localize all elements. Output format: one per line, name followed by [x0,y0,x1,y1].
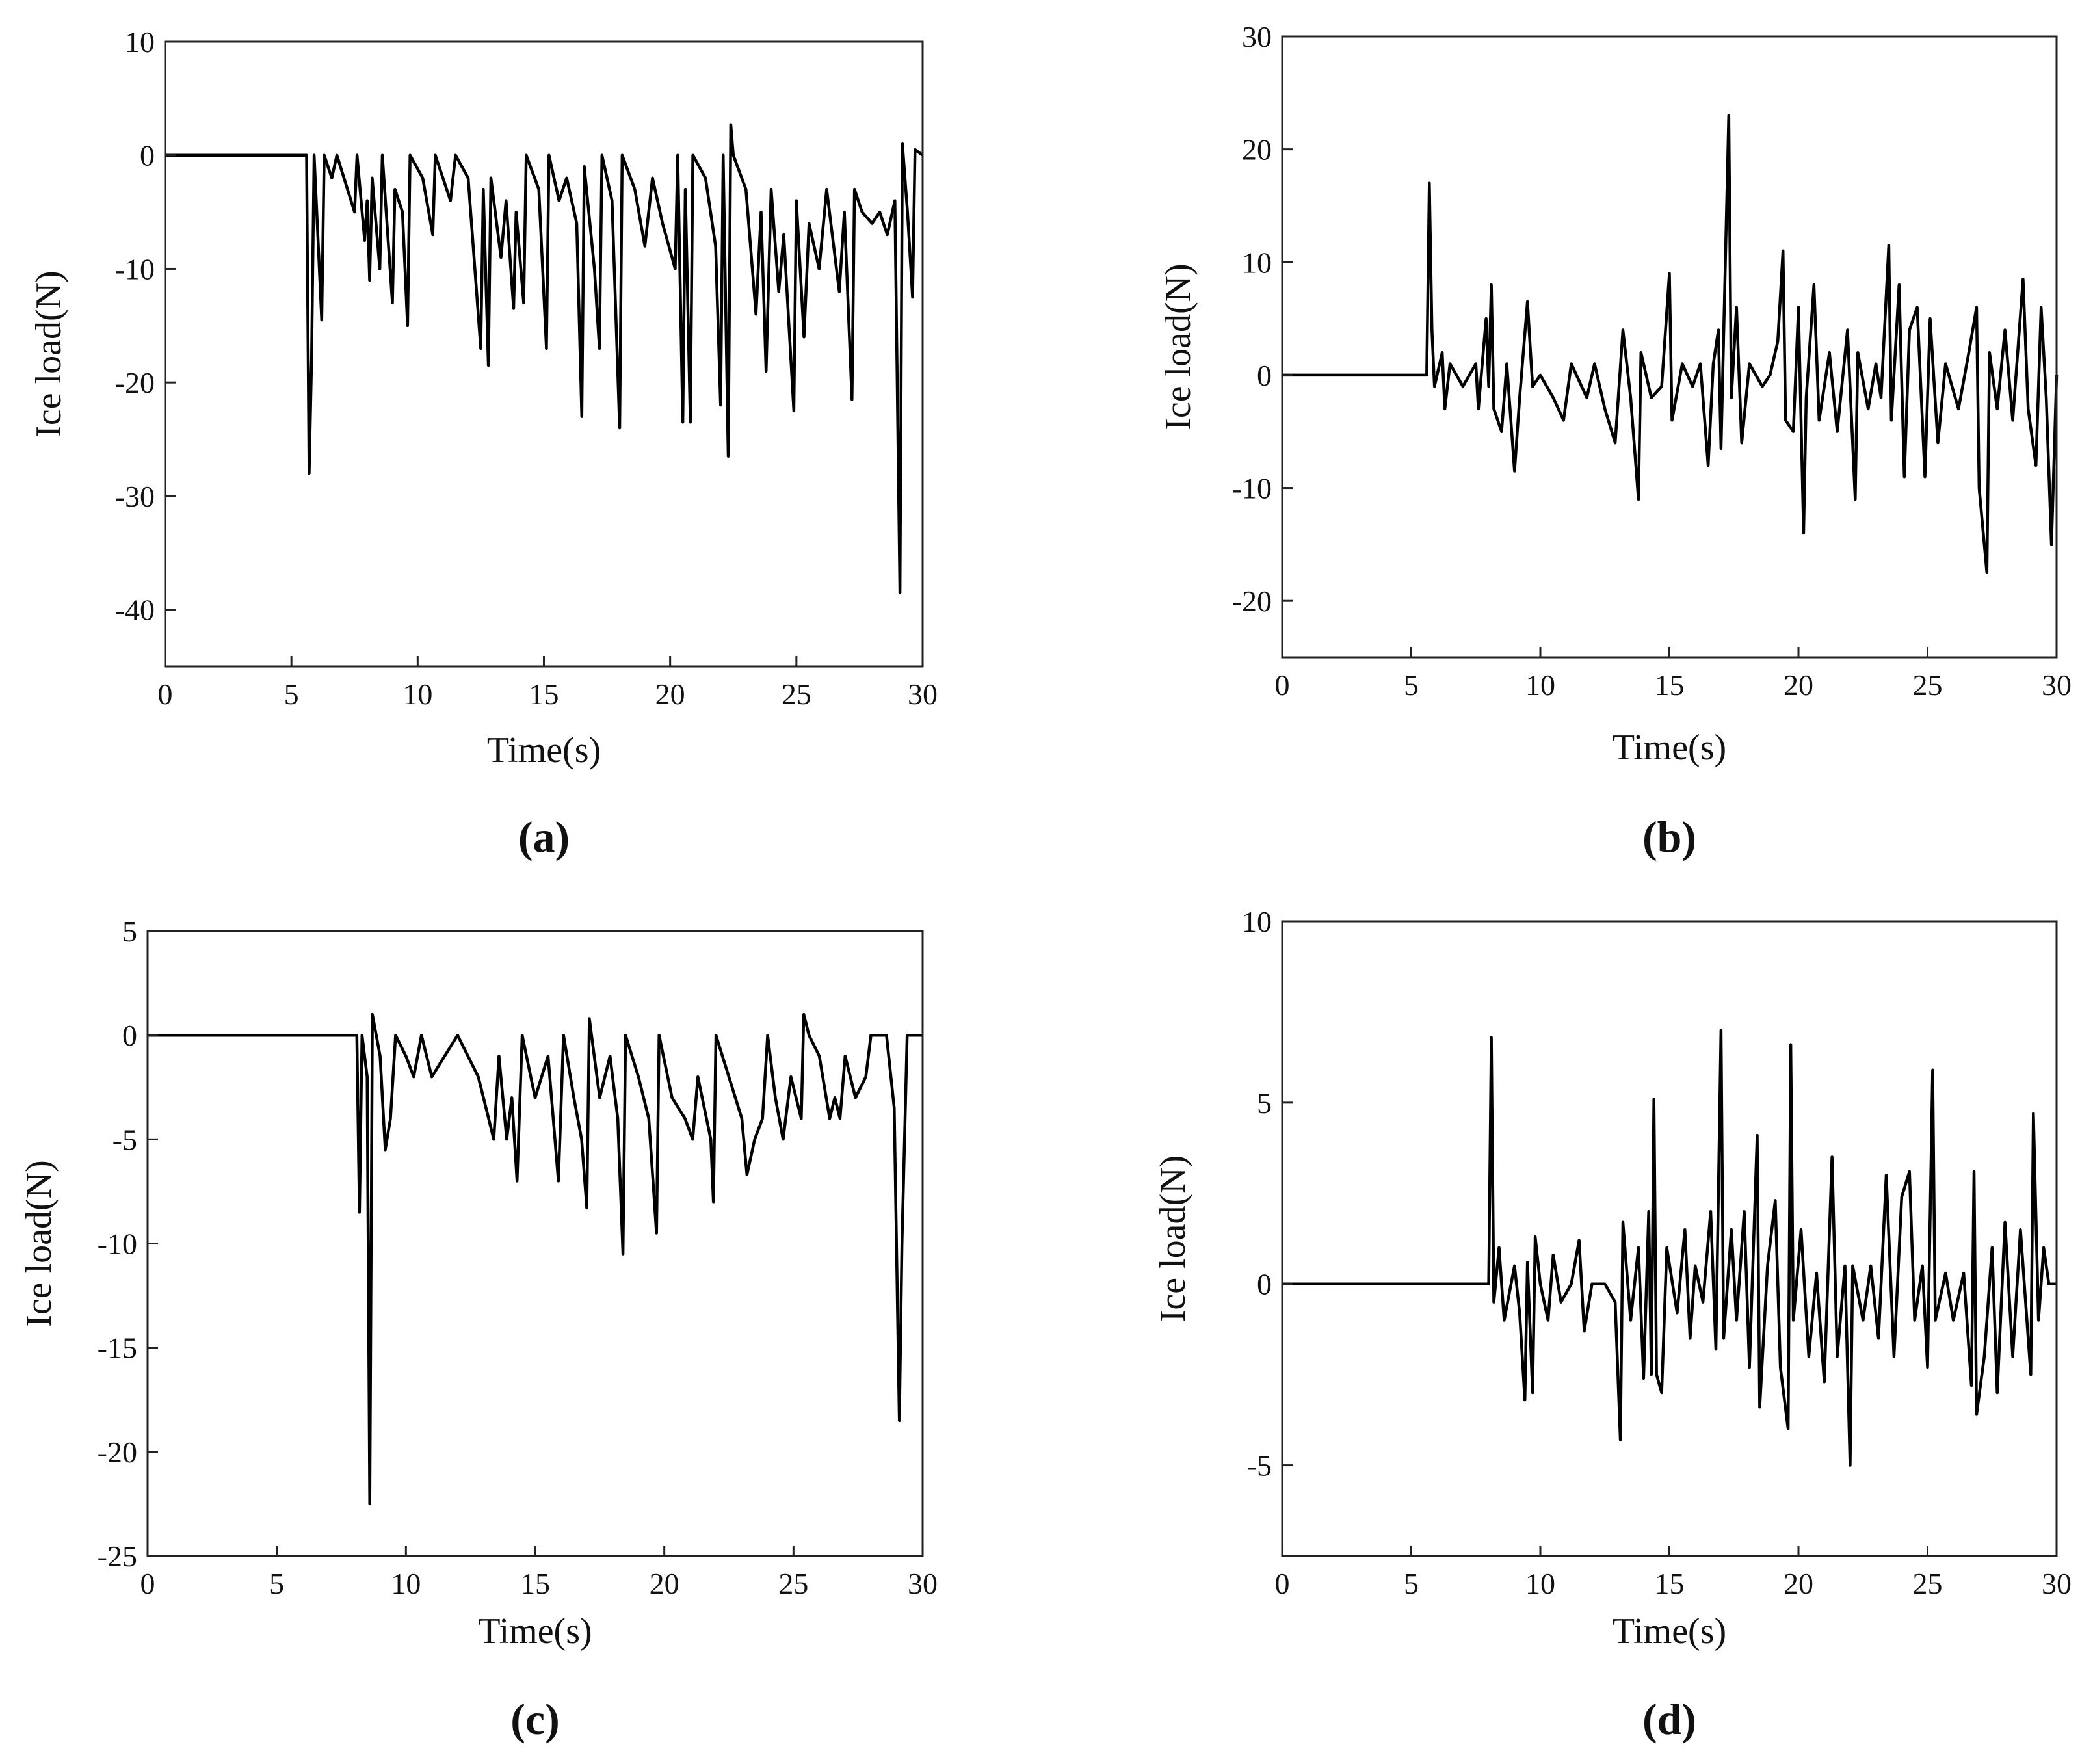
y-tick-label: 0 [140,139,155,172]
x-tick-label: 30 [2042,1567,2072,1600]
y-tick-label: 10 [125,25,155,59]
y-axis-label: Ice load(N) [1153,1155,1193,1323]
y-tick-label: 0 [122,1019,137,1052]
x-tick-label: 10 [402,678,432,711]
x-tick-label: 25 [778,1567,808,1600]
x-tick-label: 10 [391,1567,421,1600]
y-tick-label: -20 [98,1436,137,1469]
y-tick-label: 5 [1257,1086,1272,1120]
y-tick-label: 30 [1242,20,1272,53]
x-tick-label: 30 [2042,668,2072,702]
y-tick-label: 10 [1242,905,1272,938]
x-tick-label: 20 [655,678,685,711]
x-tick-label: 20 [650,1567,679,1600]
y-tick-label: -10 [1232,472,1272,505]
x-tick-label: 5 [1404,1567,1419,1600]
panel-label: (c) [510,1694,559,1744]
y-axis-label: Ice load(N) [1158,263,1198,430]
x-tick-label: 5 [1404,668,1419,702]
y-axis-label: Ice load(N) [19,1160,59,1327]
x-tick-label: 15 [529,678,559,711]
y-tick-label: -15 [98,1332,137,1365]
y-tick-label: -10 [115,252,155,285]
y-tick-label: -30 [115,480,155,513]
x-tick-label: 25 [1913,668,1943,702]
y-tick-label: 10 [1242,246,1272,279]
plot-frame [1281,920,2058,1557]
y-tick-label: -20 [115,366,155,399]
data-line [165,123,924,594]
y-tick-label: 5 [122,915,137,948]
x-tick-label: 15 [1655,668,1685,702]
y-tick-label: 20 [1242,133,1272,166]
plot-frame [164,40,924,668]
x-axis-label: Time(s) [1613,1611,1726,1652]
y-axis-label: Ice load(N) [29,270,69,438]
panel-label: (d) [1642,1694,1696,1744]
x-tick-label: 5 [284,678,299,711]
y-tick-label: -40 [115,594,155,627]
x-tick-label: 10 [1525,1567,1555,1600]
x-tick-label: 30 [908,1567,938,1600]
x-tick-label: 0 [158,678,173,711]
x-tick-label: 20 [1784,668,1813,702]
y-tick-label: -10 [98,1228,137,1261]
x-tick-label: 0 [1275,1567,1290,1600]
panel-label: (a) [518,812,570,862]
x-tick-label: 15 [1655,1567,1685,1600]
x-tick-label: 20 [1784,1567,1813,1600]
x-tick-label: 25 [782,678,811,711]
data-line [148,1012,923,1506]
data-line [1282,114,2059,575]
x-tick-label: 0 [1275,668,1290,702]
y-tick-label: -20 [1232,585,1272,618]
x-tick-label: 0 [140,1567,155,1600]
panel-label: (b) [1642,812,1696,862]
y-tick-label: 0 [1257,1268,1272,1301]
y-tick-label: -5 [1247,1449,1272,1482]
x-tick-label: 30 [908,678,938,711]
x-axis-label: Time(s) [1613,728,1726,768]
x-tick-label: 5 [269,1567,284,1600]
y-tick-label: 0 [1257,359,1272,392]
y-tick-label: -5 [112,1123,137,1156]
data-line [1282,1029,2057,1467]
x-tick-label: 10 [1525,668,1555,702]
y-tick-label: -25 [98,1540,137,1573]
x-tick-label: 25 [1913,1567,1943,1600]
x-tick-label: 15 [520,1567,550,1600]
x-axis-label: Time(s) [478,1611,592,1652]
x-axis-label: Time(s) [487,730,601,770]
